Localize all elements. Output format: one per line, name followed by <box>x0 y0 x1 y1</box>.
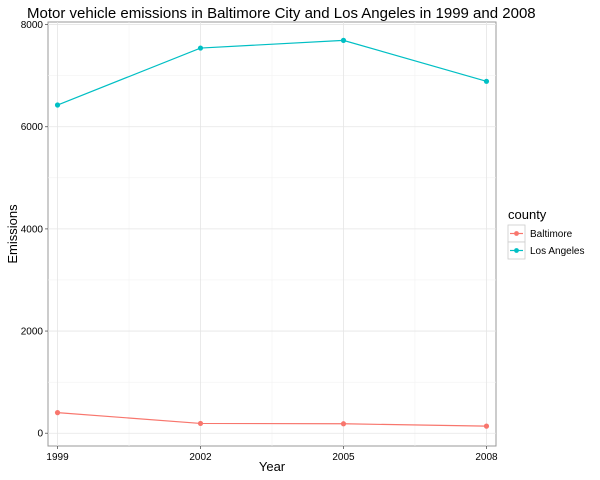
data-point-baltimore <box>340 421 347 427</box>
data-point-los-angeles <box>197 45 204 51</box>
data-point-baltimore <box>197 420 204 427</box>
legend-label-los-angeles: Los Angeles <box>530 246 585 257</box>
minor-gridlines <box>48 22 496 446</box>
legend-title: county <box>508 207 547 222</box>
data-point-baltimore <box>54 410 61 416</box>
legend: county Baltimore Los Angeles <box>507 207 585 260</box>
legend-point-baltimore <box>514 231 519 236</box>
chart-title: Motor vehicle emissions in Baltimore Cit… <box>27 5 536 22</box>
y-tick-label: 6000 <box>21 122 44 133</box>
y-tick-label: 2000 <box>21 327 44 338</box>
y-axis: 0 2000 4000 6000 8000 <box>21 20 48 440</box>
y-tick-label: 8000 <box>21 20 44 31</box>
data-point-los-angeles <box>340 37 347 43</box>
legend-point-los-angeles <box>514 248 519 253</box>
x-tick-label: 1999 <box>46 452 69 463</box>
x-axis-title: Year <box>259 459 286 474</box>
x-tick-label: 2008 <box>475 452 498 463</box>
x-axis: 1999 2002 2005 2008 <box>46 446 498 463</box>
y-tick-label: 0 <box>37 429 43 440</box>
x-tick-label: 2005 <box>332 452 355 463</box>
legend-label-baltimore: Baltimore <box>530 229 573 240</box>
data-point-baltimore <box>483 423 490 429</box>
data-point-los-angeles <box>483 78 490 84</box>
data-point-los-angeles <box>54 102 61 108</box>
x-tick-label: 2002 <box>189 452 212 463</box>
series-line-baltimore <box>57 412 487 427</box>
y-tick-label: 4000 <box>21 224 44 235</box>
major-gridlines <box>48 22 496 446</box>
series-line-los-angeles <box>57 39 487 106</box>
series-layer <box>54 37 490 429</box>
y-axis-title: Emissions <box>5 204 20 264</box>
